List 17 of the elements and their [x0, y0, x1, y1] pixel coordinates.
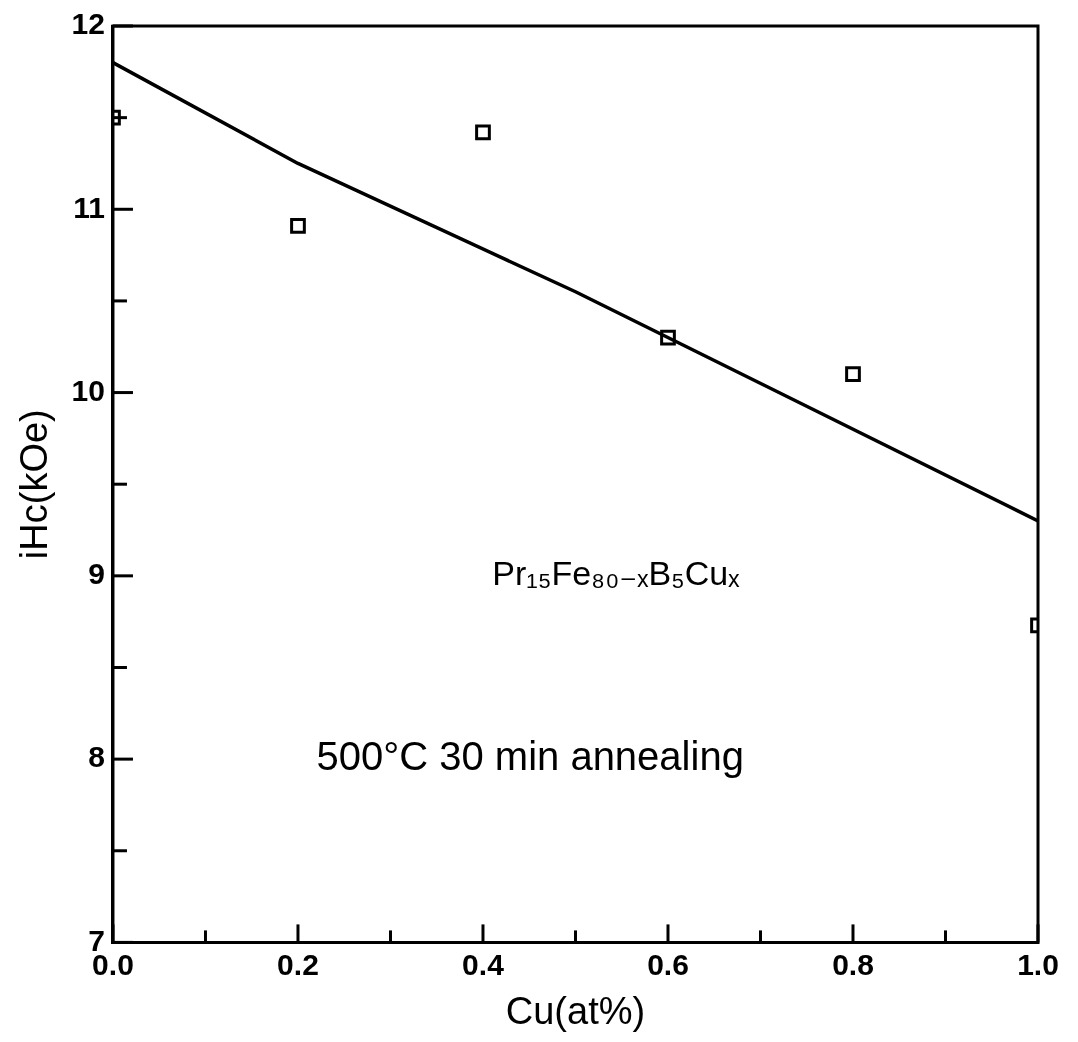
y-tick-label: 10	[71, 373, 105, 407]
x-tick-label: 1.0	[1017, 947, 1059, 981]
point	[290, 217, 306, 234]
y-tick-label: 9	[88, 557, 105, 591]
y-tick-label: 11	[73, 190, 105, 224]
x-tick-label: 0.2	[277, 947, 319, 981]
y-tick-label: 8	[88, 740, 105, 774]
y-tick-label: 12	[71, 7, 105, 41]
x-tick-label: 0.6	[647, 947, 689, 981]
point	[475, 124, 491, 141]
y-axis-title: iHc(kOe)	[13, 409, 56, 560]
annotation: 500°C 30 min annealing	[316, 734, 744, 779]
point	[660, 329, 676, 346]
x-tick-label: 0.8	[832, 947, 874, 981]
x-tick-label: 0.4	[462, 947, 505, 981]
annotation: Pr₁₅Fe₈₀₋ₓB₅Cuₓ	[492, 554, 741, 593]
x-axis-title: Cu(at%)	[505, 989, 646, 1032]
